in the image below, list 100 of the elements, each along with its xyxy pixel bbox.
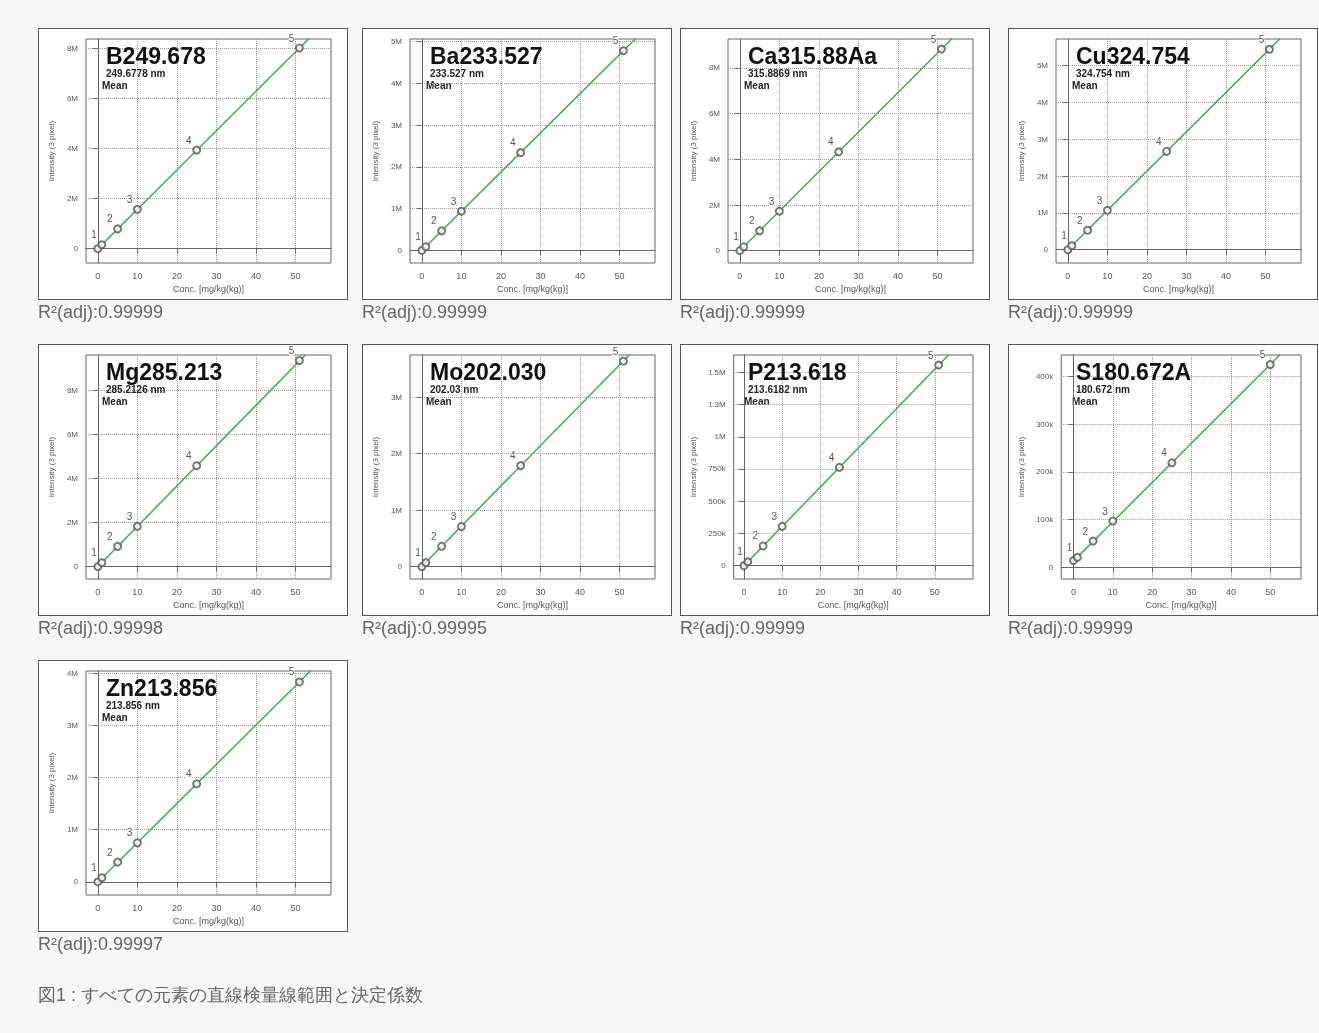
annotation: 4 <box>510 137 517 149</box>
x-tick-label: 40 <box>250 270 261 281</box>
point <box>192 461 202 471</box>
y-tick-label: 0 <box>73 562 79 572</box>
x-tick-label: 30 <box>535 270 546 281</box>
x-tick-label: 40 <box>250 902 261 913</box>
y-tick-label: 0 <box>721 561 727 571</box>
annotation: Mean <box>102 395 128 407</box>
point <box>516 148 526 158</box>
annotation: 2 <box>1082 525 1089 537</box>
y-tick-label: 0 <box>1048 562 1054 572</box>
text: R²(adj):0.99999 <box>1008 302 1135 323</box>
x-tick-label: 0 <box>95 586 101 597</box>
annotation: 4 <box>828 136 835 148</box>
annotation: 1 <box>91 547 98 559</box>
x-tick-label: 10 <box>132 586 143 597</box>
x-tick-label: 10 <box>1107 586 1118 597</box>
y-tick-label: 3M <box>66 720 79 730</box>
point <box>294 677 304 687</box>
annotation: 3 <box>1096 194 1103 206</box>
x-tick-label: 20 <box>495 586 506 597</box>
annotation: 4 <box>186 450 193 462</box>
y-tick-label: 400k <box>1035 371 1055 381</box>
point <box>113 224 123 234</box>
y-tick-label: 100k <box>1035 515 1055 525</box>
point <box>97 873 107 883</box>
point <box>1264 44 1274 54</box>
y-tick-label: 1M <box>714 432 727 442</box>
annotation: 3 <box>450 195 457 207</box>
annotation: 5 <box>612 345 619 357</box>
y-tick-label: 2M <box>390 162 403 172</box>
x-tick-label: 0 <box>1070 586 1076 597</box>
annotation: 4 <box>186 768 193 780</box>
y-tick-label: 1.5M <box>707 367 727 377</box>
point <box>132 204 142 214</box>
annotation: 1 <box>415 547 422 559</box>
text: 249.6778 nm <box>106 67 166 79</box>
y-tick-label: 4M <box>66 668 79 678</box>
annotation: 2 <box>431 215 438 227</box>
point <box>97 558 107 568</box>
x-tick-label: 50 <box>614 586 625 597</box>
y-tick-label: 4M <box>708 154 721 164</box>
annotation: Mean <box>1072 79 1098 91</box>
text: R²(adj):0.99997 <box>38 934 165 955</box>
annotation: 1 <box>737 546 744 558</box>
x-tick-label: 50 <box>290 902 301 913</box>
y-tick-label: 6M <box>66 429 79 439</box>
point <box>421 558 431 568</box>
x-tick-label: 10 <box>777 586 788 597</box>
point <box>755 226 765 236</box>
x-tick-label: 20 <box>813 270 824 281</box>
point <box>1167 458 1177 468</box>
y-tick-label: 8M <box>708 63 721 73</box>
annotation: 3 <box>126 827 133 839</box>
annotation: 3 <box>771 510 778 522</box>
y-axis-title: Intensity (3 pixel) <box>1016 436 1026 498</box>
text: 180.672 nm <box>1076 383 1131 395</box>
x-tick-label: 20 <box>1147 586 1158 597</box>
y-tick-label: 4M <box>66 143 79 153</box>
annotation: 2 <box>1077 214 1084 226</box>
x-tick-label: 40 <box>892 270 903 281</box>
text: R²(adj):0.99999 <box>680 302 807 323</box>
text: 324.754 nm <box>1076 67 1131 79</box>
text: 202.03 nm <box>430 383 479 395</box>
x-tick-label: 40 <box>574 270 585 281</box>
x-tick-label: 20 <box>171 270 182 281</box>
point <box>1067 241 1077 251</box>
x-tick-label: 0 <box>95 270 101 281</box>
annotation: 5 <box>928 349 935 361</box>
y-axis-title: Intensity (3 pixel) <box>371 120 381 182</box>
point <box>456 522 466 532</box>
x-tick-label: 20 <box>815 586 826 597</box>
y-tick-label: 2M <box>708 200 721 210</box>
annotation: 4 <box>1156 135 1163 147</box>
point <box>113 857 123 867</box>
point <box>934 360 944 370</box>
point <box>1088 536 1098 546</box>
point <box>834 462 844 472</box>
point <box>618 356 628 366</box>
point <box>774 206 784 216</box>
annotation: 2 <box>107 213 114 225</box>
y-axis-title: Intensity (3 pixel) <box>47 436 57 498</box>
x-tick-label: 40 <box>574 586 585 597</box>
annotation: Mean <box>744 395 770 407</box>
x-tick-label: 20 <box>171 586 182 597</box>
annotation: 4 <box>828 451 835 463</box>
x-tick-label: 30 <box>853 270 864 281</box>
x-tick-label: 50 <box>1265 586 1276 597</box>
annotation: 5 <box>930 33 937 45</box>
x-tick-label: 30 <box>1181 270 1192 281</box>
y-tick-label: 1M <box>390 505 403 515</box>
annotation: 1 <box>1066 541 1073 553</box>
y-tick-label: 3M <box>390 392 403 402</box>
text: R²(adj):0.99995 <box>362 618 489 639</box>
x-tick-label: 10 <box>774 270 785 281</box>
annotation: Mean <box>744 79 770 91</box>
point <box>437 226 447 236</box>
point <box>1108 516 1118 526</box>
x-tick-label: 30 <box>535 586 546 597</box>
y-tick-label: 8M <box>66 385 79 395</box>
